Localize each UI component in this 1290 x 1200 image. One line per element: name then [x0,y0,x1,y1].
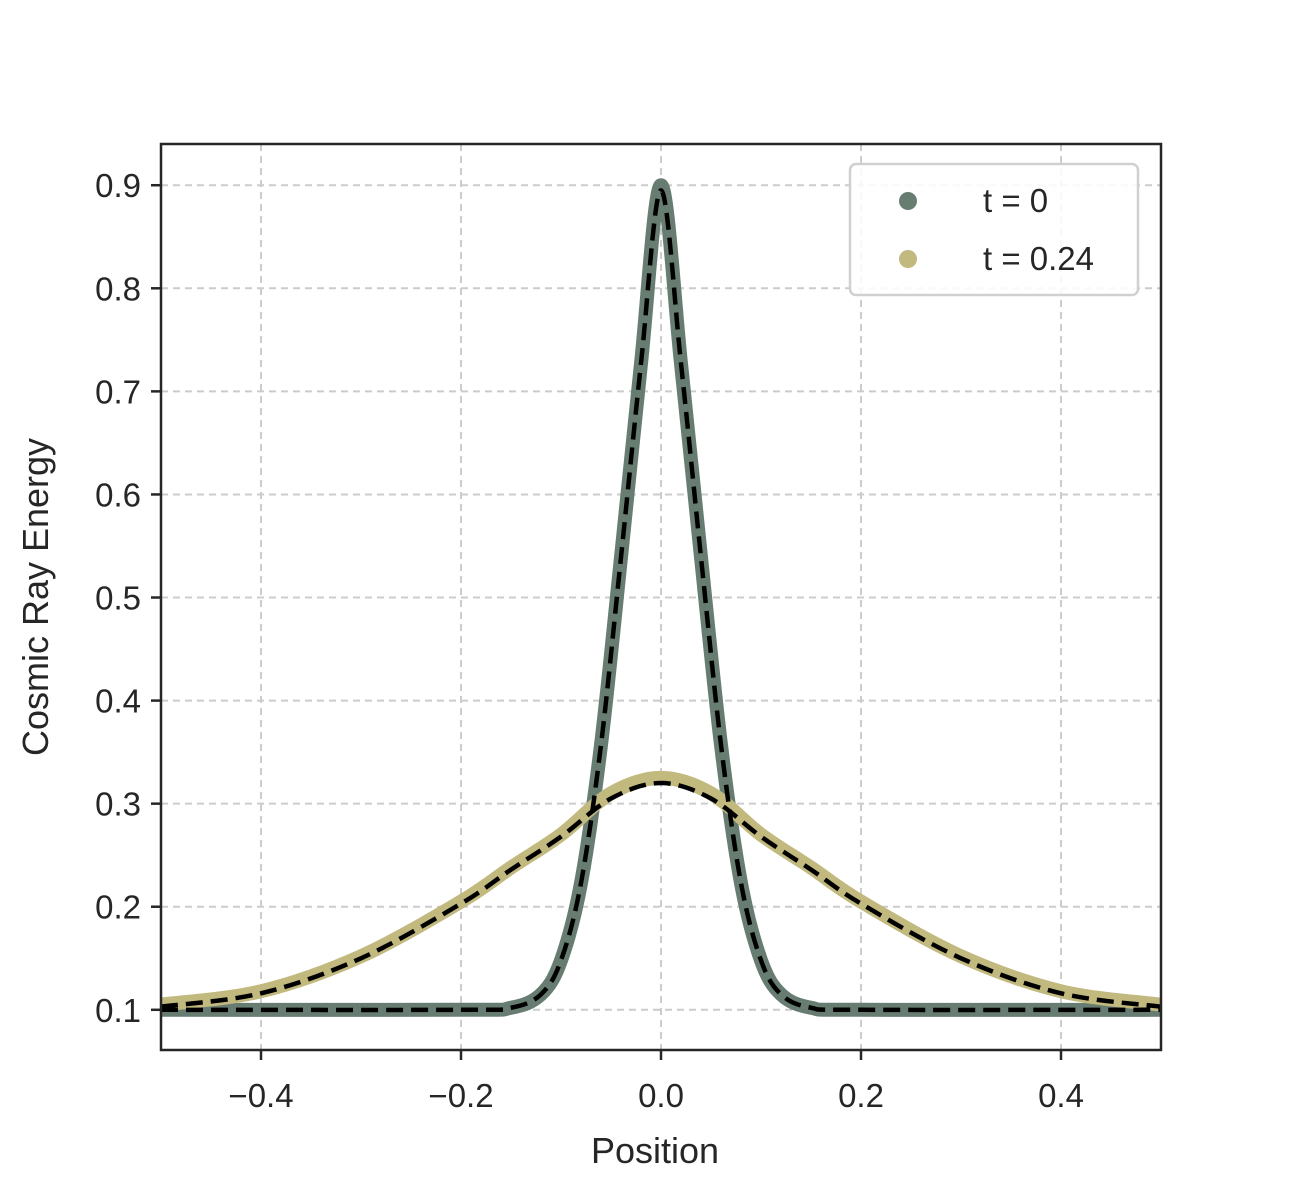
legend-label-t0: t = 0 [983,182,1048,219]
y-tick-label: 0.7 [95,373,141,410]
x-tick-label: 0.2 [838,1077,884,1114]
x-tick-label: 0.4 [1038,1077,1084,1114]
y-tick-label: 0.3 [95,786,141,823]
legend-label-t024: t = 0.24 [983,240,1094,277]
series-fit-t0-dashed [161,188,1161,1013]
y-tick-label: 0.8 [95,270,141,307]
y-tick-label: 0.2 [95,889,141,926]
series-fit-t024-dashed [161,780,1161,1009]
y-tick-label: 0.1 [95,992,141,1029]
y-tick-label: 0.9 [95,167,141,204]
y-tick-label: 0.6 [95,476,141,513]
legend-marker-t0 [899,192,917,210]
y-tick-label: 0.5 [95,580,141,617]
x-axis-label: Position [591,1130,719,1171]
axis-ticks: −0.4 −0.2 0.0 0.2 0.4 0.1 0.2 0.3 0.4 0.5 0.6 0.7 0.… [95,167,1084,1114]
series-layer [161,178,1161,1017]
legend: t = 0 t = 0.24 [848,162,1140,297]
x-tick-label: −0.4 [228,1077,293,1114]
legend-box [848,162,1140,297]
x-tick-label: 0.0 [638,1077,684,1114]
y-tick-label: 0.4 [95,683,141,720]
y-axis-label: Cosmic Ray Energy [15,438,56,756]
x-tick-label: −0.2 [428,1077,493,1114]
legend-marker-t024 [899,250,917,268]
